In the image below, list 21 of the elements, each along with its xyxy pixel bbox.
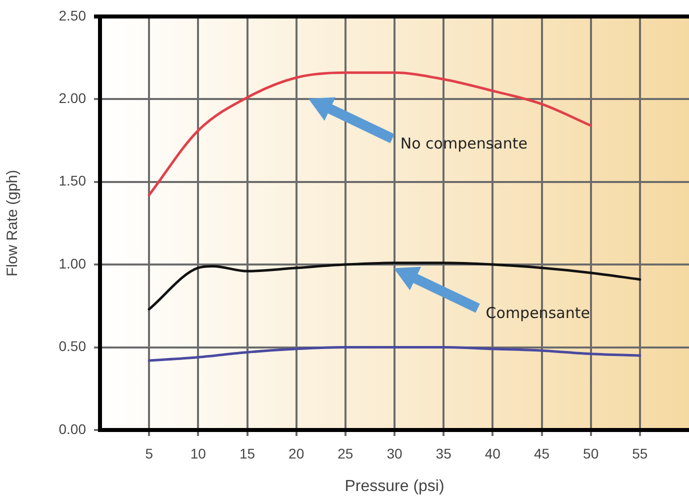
x-tick-label: 30	[386, 445, 402, 462]
x-tick-label: 10	[190, 445, 206, 462]
y-tick-label: 0.00	[58, 420, 86, 437]
y-axis-title: Flow Rate (gph)	[4, 170, 22, 277]
x-tick-label: 50	[583, 445, 599, 462]
y-tick-label: 0.50	[58, 338, 86, 354]
x-tick-label: 20	[288, 445, 304, 462]
x-tick-label: 45	[534, 445, 550, 462]
x-tick-label: 55	[632, 445, 648, 462]
x-tick-label: 35	[436, 445, 452, 462]
line-series	[148, 71, 592, 196]
x-axis-title: Pressure (psi)	[344, 478, 444, 495]
x-tick-label: 15	[239, 445, 256, 462]
x-tick-label: 25	[338, 445, 354, 462]
y-tick-label: 2.00	[58, 90, 86, 106]
x-tick-label: 5	[145, 445, 154, 462]
line-series	[148, 346, 642, 362]
y-tick-label: 1.00	[58, 255, 86, 272]
y-tick-label: 2.50	[58, 7, 86, 24]
x-tick-label: 40	[484, 445, 501, 462]
y-tick-label: 1.50	[58, 172, 86, 189]
